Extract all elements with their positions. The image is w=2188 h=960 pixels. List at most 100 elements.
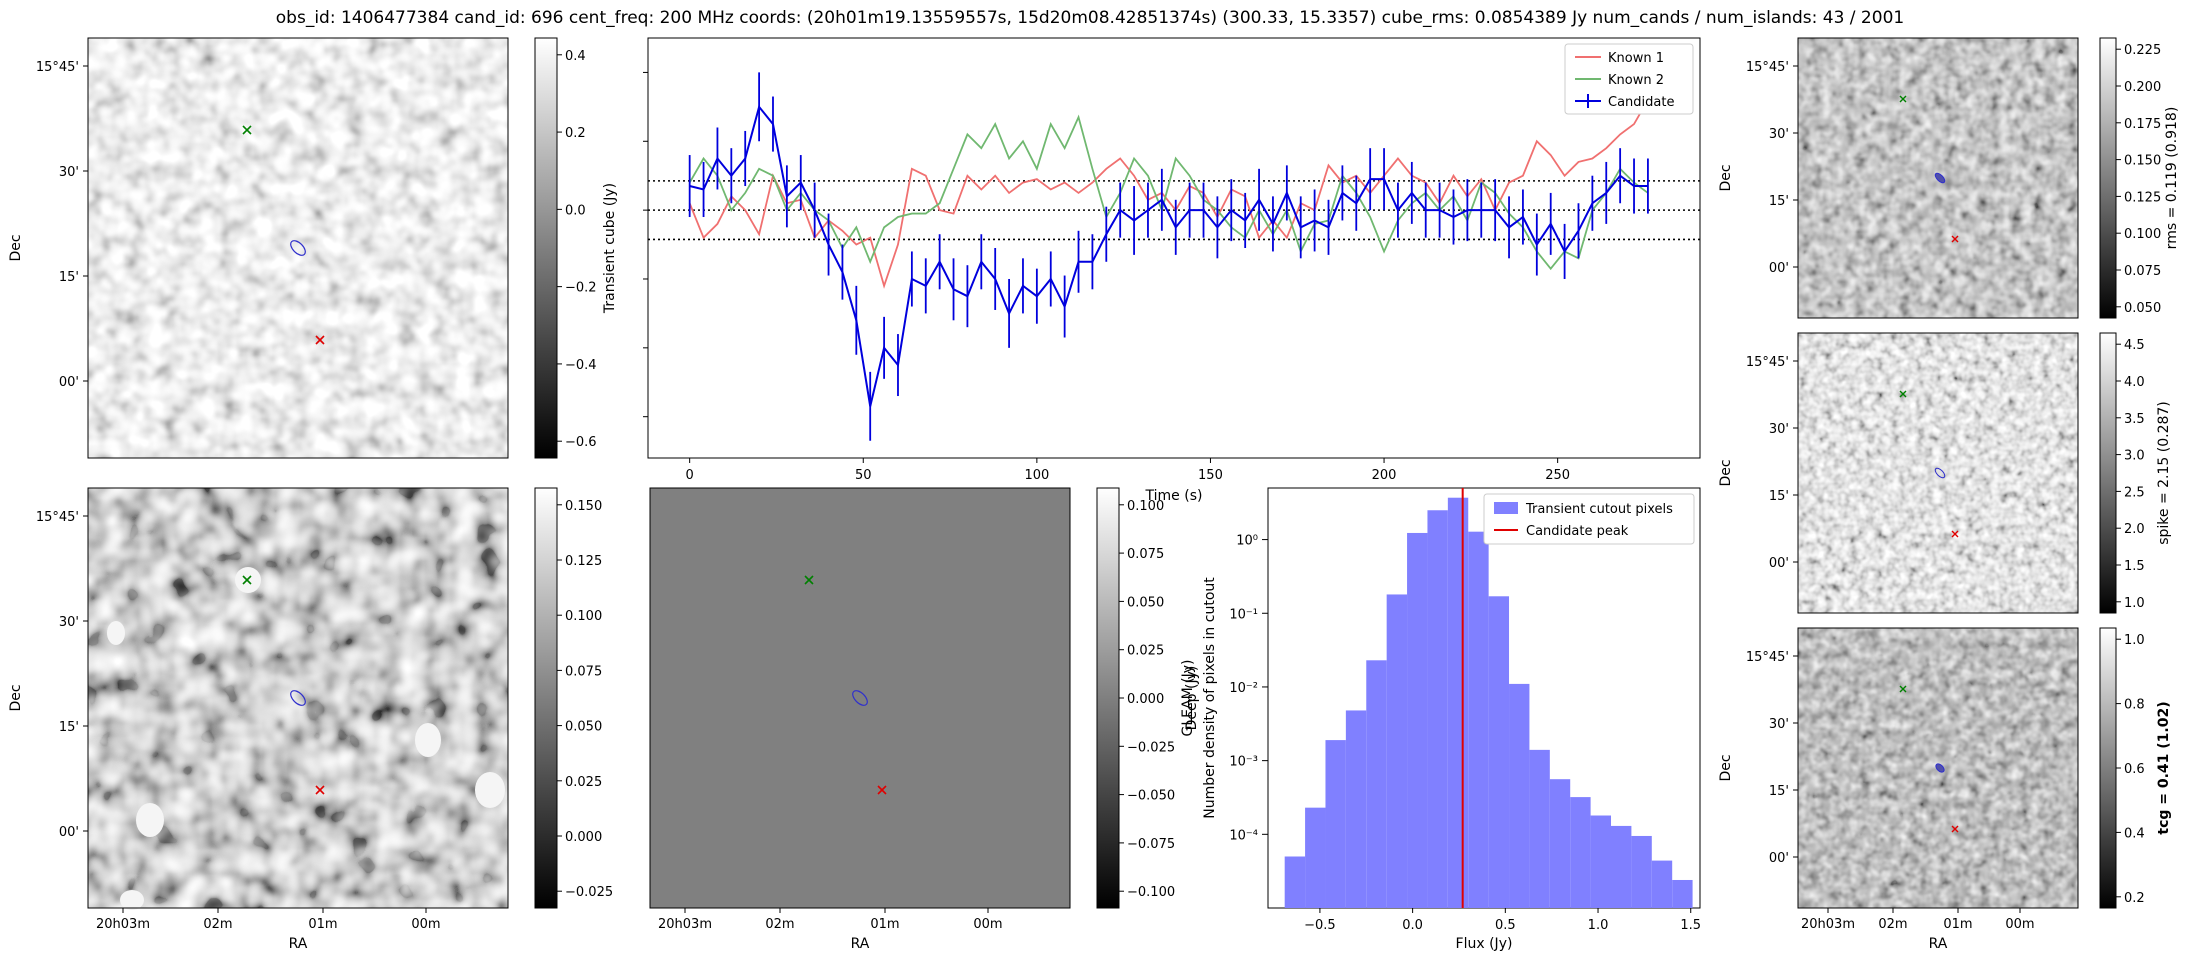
green-cross-marker [804, 575, 814, 585]
histogram-xlabel: Flux (Jy) [1456, 936, 1513, 952]
colorbar-tick-label: −0.025 [565, 885, 613, 900]
legend-candidate: Candidate [1608, 95, 1674, 110]
x-tick-label: 150 [1198, 468, 1223, 483]
dec-tick-label: 30' [1769, 717, 1789, 732]
light-curve-legend: Known 1 Known 2 Candidate [1564, 43, 1694, 115]
ra-tick-label: 02m [1878, 917, 1907, 932]
tcg-image-panel: 15°45' 30' 15' 00' 20h03m 02m 01m 00m Dec RA [1718, 627, 2079, 952]
deep-colorbar: 0.150 0.125 0.100 0.075 0.050 0.025 0.000 −0.02… [534, 487, 1200, 909]
dec-tick-label: 30' [59, 615, 79, 630]
colorbar-tick-label: 0.4 [565, 49, 586, 64]
histogram-bar [1447, 497, 1469, 908]
colorbar-tick-label: 3.5 [2124, 412, 2145, 427]
colorbar-tick-label: −0.100 [1127, 885, 1175, 900]
histogram-legend: Transient cutout pixels Candidate peak [1483, 493, 1695, 545]
colorbar-tick-label: 3.0 [2124, 449, 2145, 464]
candidate-contour [852, 690, 868, 706]
dec-tick-label: 15' [1769, 194, 1789, 209]
candidate-contour [1934, 172, 1946, 184]
x-tick-label: 50 [855, 468, 872, 483]
dec-tick-label: 15°45' [1746, 60, 1789, 75]
colorbar-tick-label: 0.000 [565, 830, 602, 845]
colorbar-tick-label: 0.150 [565, 499, 602, 514]
rms-image-panel: 15°45' 30' 15' 00' Dec [1718, 37, 2079, 319]
colorbar-tick-label: 0.050 [565, 720, 602, 735]
dec-tick-label: 15' [59, 720, 79, 735]
bright-sources [107, 567, 505, 910]
histogram-bar [1366, 660, 1387, 908]
x-tick-label: 0 [686, 468, 694, 483]
colorbar-label: spike = 2.15 (0.287) [2156, 401, 2172, 545]
histogram-bar [1590, 815, 1612, 908]
y-tick-label: 10⁻⁴ [1229, 828, 1258, 843]
colorbar-tick-label: 0.200 [2124, 80, 2161, 95]
green-cross-marker [1899, 390, 1907, 398]
gleam-image-panel: 20h03m 02m 01m 00m RA [649, 487, 1071, 952]
colorbar-tick-label: −0.050 [1127, 789, 1175, 804]
red-cross-marker [315, 785, 325, 795]
legend-transient-pixels: Transient cutout pixels [1525, 502, 1673, 517]
dec-tick-label: 30' [1769, 127, 1789, 142]
dec-tick-label: 15°45' [1746, 650, 1789, 665]
colorbar-tick-label: −0.2 [565, 281, 597, 296]
x-tick-label: −0.5 [1304, 918, 1336, 933]
ra-tick-label: 01m [308, 917, 337, 932]
colorbar-label: Transient cube (Jy) [602, 183, 618, 314]
colorbar-tick-label: 0.8 [2124, 698, 2145, 713]
dec-tick-label: 15' [1769, 784, 1789, 799]
x-tick-label: 250 [1545, 468, 1570, 483]
dec-tick-label: 15°45' [36, 510, 79, 525]
dec-axis-label: Dec [8, 234, 24, 261]
histogram-ylabel: Number density of pixels in cutout [1202, 577, 1218, 819]
legend-candidate-peak: Candidate peak [1526, 524, 1629, 539]
histogram-bar [1386, 594, 1408, 908]
dec-axis-label: Dec [1718, 459, 1734, 486]
ra-tick-label: 00m [2005, 917, 2034, 932]
y-tick-label: 10⁰ [1236, 534, 1258, 549]
candidate-contour [290, 690, 306, 706]
x-tick-label: 0.5 [1495, 918, 1516, 933]
histogram-bar [1570, 797, 1591, 908]
deep-image-panel: 15°45' 30' 15' 00' 20h03m 02m 01m 00m Dec RA [8, 487, 509, 952]
histogram-bar [1509, 683, 1530, 908]
light-curve-xlabel: Time (s) [1145, 488, 1203, 504]
ra-tick-label: 02m [203, 917, 232, 932]
colorbar-label: rms = 0.119 (0.918) [2164, 107, 2180, 250]
dec-tick-label: 30' [1769, 422, 1789, 437]
colorbar-tick-label: 0.2 [2124, 891, 2145, 906]
legend-known2: Known 2 [1608, 73, 1664, 88]
colorbar-tick-label: 0.025 [1127, 644, 1164, 659]
transient-image-panel: 15°45' 30' 15' 00' Dec [8, 37, 509, 459]
spike-colorbar: 4.5 4.0 3.5 3.0 2.5 2.0 1.5 1.0 spike = 2.15 (0.… [2099, 332, 2172, 614]
y-tick-label: 10⁻³ [1229, 755, 1258, 770]
colorbar-tick-label: 0.2 [565, 126, 586, 141]
colorbar-tick-label: 0.000 [1127, 692, 1164, 707]
dec-tick-label: 15°45' [36, 60, 79, 75]
histogram-bar [1345, 710, 1367, 908]
series-line-known-2 [688, 114, 1649, 271]
colorbar-tick-label: 0.150 [2124, 154, 2161, 169]
dec-tick-label: 15' [59, 270, 79, 285]
green-cross-marker [242, 575, 252, 585]
dec-tick-label: 00' [1769, 851, 1789, 866]
colorbar-tick-label: 0.175 [2124, 117, 2161, 132]
colorbar-tick-label: 0.050 [1127, 595, 1164, 610]
histogram-bar [1427, 510, 1448, 908]
histogram-bar [1651, 860, 1673, 908]
colorbar-tick-label: 1.5 [2124, 559, 2145, 574]
colorbar-tick-label: 0.100 [565, 609, 602, 624]
colorbar-tick-label: 0.125 [565, 554, 602, 569]
ra-tick-label: 00m [973, 917, 1002, 932]
x-tick-label: 1.0 [1588, 918, 1609, 933]
histogram-bar [1305, 807, 1326, 908]
colorbar-tick-label: 4.0 [2124, 375, 2145, 390]
colorbar-tick-label: −0.6 [565, 435, 597, 450]
colorbar-tick-label: 0.050 [2124, 301, 2161, 316]
colorbar-tick-label: 0.125 [2124, 190, 2161, 205]
colorbar-tick-label: 0.0 [565, 203, 586, 218]
ra-tick-label: 00m [411, 917, 440, 932]
dec-tick-label: 00' [1769, 261, 1789, 276]
candidate-contour [1935, 763, 1945, 773]
colorbar-tick-label: −0.075 [1127, 837, 1175, 852]
